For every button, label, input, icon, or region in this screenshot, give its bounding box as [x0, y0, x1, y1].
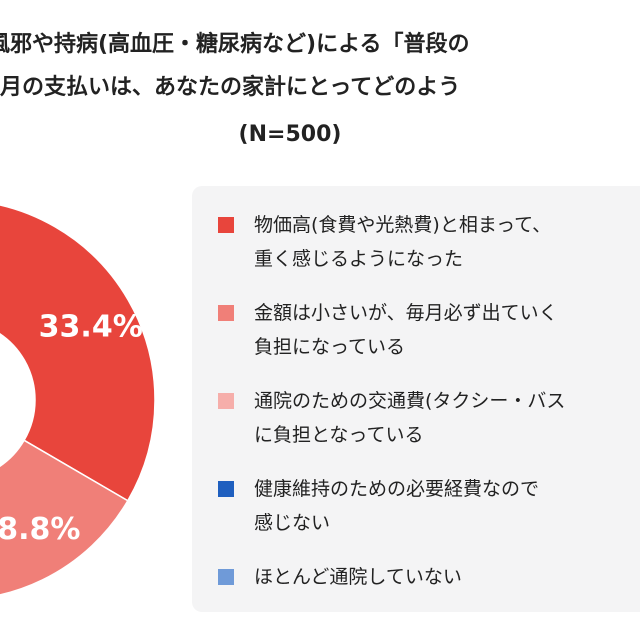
legend-swatch — [218, 305, 234, 321]
legend-label: ほとんど通院していない — [254, 566, 462, 588]
legend-swatch — [218, 481, 234, 497]
slice-label: 33.4% — [39, 309, 143, 344]
legend-swatch — [218, 569, 234, 585]
chart-subtitle: (N=500) — [239, 122, 342, 147]
legend-label: 健康維持のための必要経費なので 感じない — [254, 478, 540, 534]
legend-label: 通院のための交通費(タクシー・バス に負担となっている — [254, 390, 566, 446]
slice — [0, 439, 129, 596]
legend: 物価高(食費や光熱費)と相まって、 重く感じるようになった 金額は小さいが、毎月必… — [192, 186, 640, 612]
legend-swatch — [218, 393, 234, 409]
chart-title: 月の支払いは、あなたの家計にとってどのよう — [0, 74, 460, 100]
slice-label: 18.8% — [0, 512, 80, 547]
legend-label: 物価高(食費や光熱費)と相まって、 重く感じるようになった — [254, 214, 552, 270]
chart-title: 風邪や持病(高血圧・糖尿病など)による「普段の — [0, 31, 469, 57]
legend-swatch — [218, 217, 234, 233]
slice — [0, 204, 156, 502]
legend-label: 金額は小さいが、毎月必ず出ていく 負担になっている — [254, 302, 558, 358]
